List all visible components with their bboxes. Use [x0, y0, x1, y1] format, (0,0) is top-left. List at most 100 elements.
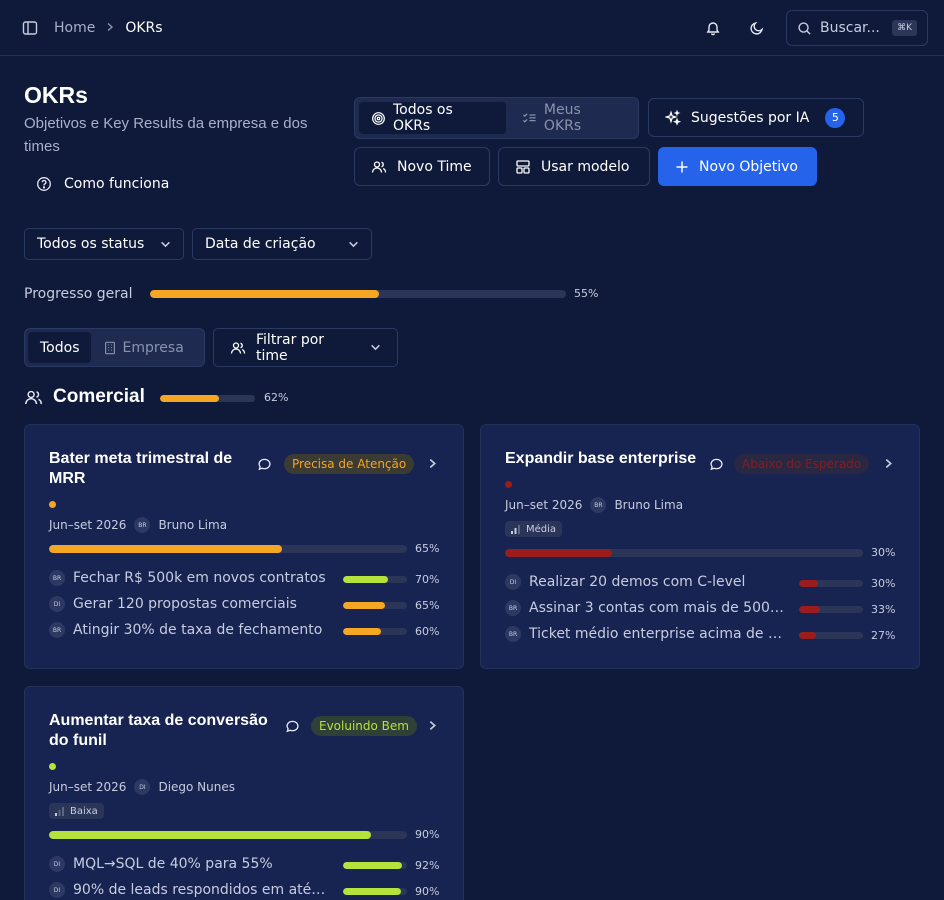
signal-bars-icon [55, 806, 66, 816]
key-result-text: MQL→SQL de 40% para 55% [73, 856, 273, 872]
tab-scope-company[interactable]: Empresa [95, 332, 191, 363]
overall-progress-fill [150, 290, 379, 298]
key-result-row[interactable]: BR Ticket médio enterprise acima de R... [505, 626, 785, 642]
use-template-button[interactable]: Usar modelo [498, 147, 650, 186]
objective-progress-fill [49, 831, 372, 839]
help-circle-icon [36, 176, 52, 192]
objective-progress-percent: 65% [415, 542, 440, 555]
team-filter-button[interactable]: Filtrar por time [213, 328, 398, 367]
chevron-down-icon [160, 239, 171, 250]
key-result-progress-bar [799, 580, 863, 587]
objective-title: Bater meta trimestral de MRR [49, 450, 233, 487]
objective-progress-percent: 90% [415, 828, 440, 841]
tab-all-okrs[interactable]: Todos os OKRs [359, 102, 506, 134]
objective-owner: Bruno Lima [158, 518, 228, 532]
bell-icon [705, 20, 721, 36]
ai-suggestions-button[interactable]: Sugestões por IA 5 [648, 98, 864, 137]
notifications-button[interactable] [698, 9, 728, 47]
objective-title: Expandir base enterprise [505, 450, 697, 467]
key-result-text: Atingir 30% de taxa de fechamento [73, 622, 323, 638]
search-button[interactable]: Buscar... ⌘K [786, 10, 928, 46]
key-result-progress-fill [799, 606, 821, 613]
status-filter-select[interactable]: Todos os status [24, 228, 184, 260]
key-result-progress-bar [343, 862, 407, 869]
users-icon [371, 159, 387, 175]
key-result-progress-bar [343, 576, 407, 583]
key-result-progress-fill [343, 862, 402, 869]
key-result-row[interactable]: DI Gerar 120 propostas comerciais [49, 596, 329, 612]
key-result-text: 90% de leads respondidos em até 1h [73, 882, 329, 898]
new-objective-button[interactable]: Novo Objetivo [658, 147, 817, 186]
tab-all-okrs-label: Todos os OKRs [393, 102, 453, 134]
objective-card[interactable]: Aumentar taxa de conversão do funil Evol… [24, 686, 464, 900]
comment-icon[interactable] [709, 457, 724, 472]
moon-icon [749, 20, 765, 36]
status-filter-value: Todos os status [37, 236, 145, 252]
status-dot [49, 763, 56, 770]
chevron-right-icon[interactable] [427, 720, 438, 735]
avatar: BR [505, 626, 521, 642]
objective-card[interactable]: Bater meta trimestral de MRR Precisa de … [24, 424, 464, 669]
avatar: BR [49, 570, 65, 586]
use-template-label: Usar modelo [541, 158, 630, 175]
team-filter-label: Filtrar por time [256, 331, 325, 364]
tab-scope-all-label: Todos [40, 339, 80, 356]
key-result-row[interactable]: BR Assinar 3 contas com mais de 500 ... [505, 600, 785, 616]
key-result-percent: 92% [415, 859, 440, 872]
comment-icon[interactable] [285, 719, 300, 734]
top-bar: Home OKRs Buscar... ⌘K [0, 0, 944, 56]
new-team-button[interactable]: Novo Time [354, 147, 490, 186]
how-it-works-button[interactable]: Como funciona [36, 176, 169, 192]
objective-period: Jun–set 2026 [49, 780, 127, 794]
objective-period: Jun–set 2026 [49, 518, 127, 532]
tab-scope-all[interactable]: Todos [28, 332, 92, 363]
sort-value: Data de criação [205, 236, 316, 252]
key-result-text: Realizar 20 demos com C-level [529, 574, 746, 590]
breadcrumb-current: OKRs [125, 19, 163, 36]
layout-template-icon [515, 159, 531, 175]
key-result-text: Ticket médio enterprise acima de R... [529, 626, 785, 642]
sort-select[interactable]: Data de criação [192, 228, 372, 260]
comment-icon[interactable] [257, 457, 272, 472]
key-result-text: Assinar 3 contas com mais de 500 ... [529, 600, 785, 616]
section-progress-percent: 62% [264, 391, 289, 404]
overall-progress-percent: 55% [574, 287, 599, 300]
objective-progress-bar [49, 545, 407, 553]
key-result-row[interactable]: DI Realizar 20 demos com C-level [505, 574, 785, 590]
avatar: DI [49, 596, 65, 612]
key-result-text: Gerar 120 propostas comerciais [73, 596, 297, 612]
scope-tabs: Todos Empresa [24, 328, 205, 367]
objective-meta: Jun–set 2026 BR Bruno Lima [505, 497, 683, 513]
key-result-row[interactable]: DI MQL→SQL de 40% para 55% [49, 856, 329, 872]
sparkles-icon [665, 109, 681, 126]
avatar: BR [590, 497, 607, 513]
priority-badge: Média [505, 521, 563, 537]
breadcrumb-home[interactable]: Home [54, 19, 96, 36]
key-result-row[interactable]: BR Atingir 30% de taxa de fechamento [49, 622, 329, 638]
key-result-percent: 30% [871, 577, 896, 590]
list-check-icon [522, 111, 537, 126]
objective-progress-fill [49, 545, 282, 553]
sidebar-toggle-icon[interactable] [22, 20, 38, 36]
status-dot [49, 501, 56, 508]
objective-card[interactable]: Expandir base enterprise Abaixo do Esper… [480, 424, 920, 669]
section-progress-bar [160, 395, 255, 402]
tab-my-okrs[interactable]: Meus OKRs [510, 102, 634, 134]
key-result-row[interactable]: BR Fechar R$ 500k em novos contratos [49, 570, 329, 586]
key-result-progress-fill [343, 576, 388, 583]
key-result-progress-fill [799, 632, 817, 639]
objective-progress-percent: 30% [871, 546, 896, 559]
status-dot [505, 481, 512, 488]
objective-owner: Bruno Lima [614, 498, 684, 512]
theme-toggle-button[interactable] [742, 9, 772, 47]
avatar: BR [505, 600, 521, 616]
page-title: OKRs [24, 82, 88, 108]
building-icon [103, 341, 117, 355]
page-subtitle: Objetivos e Key Results da empresa e dos… [24, 115, 308, 155]
chevron-right-icon[interactable] [883, 458, 894, 473]
chevron-right-icon [105, 21, 115, 35]
key-result-row[interactable]: DI 90% de leads respondidos em até 1h [49, 882, 329, 898]
chevron-right-icon[interactable] [427, 458, 438, 473]
breadcrumb: Home OKRs [22, 20, 163, 36]
section-progress-fill [160, 395, 219, 402]
